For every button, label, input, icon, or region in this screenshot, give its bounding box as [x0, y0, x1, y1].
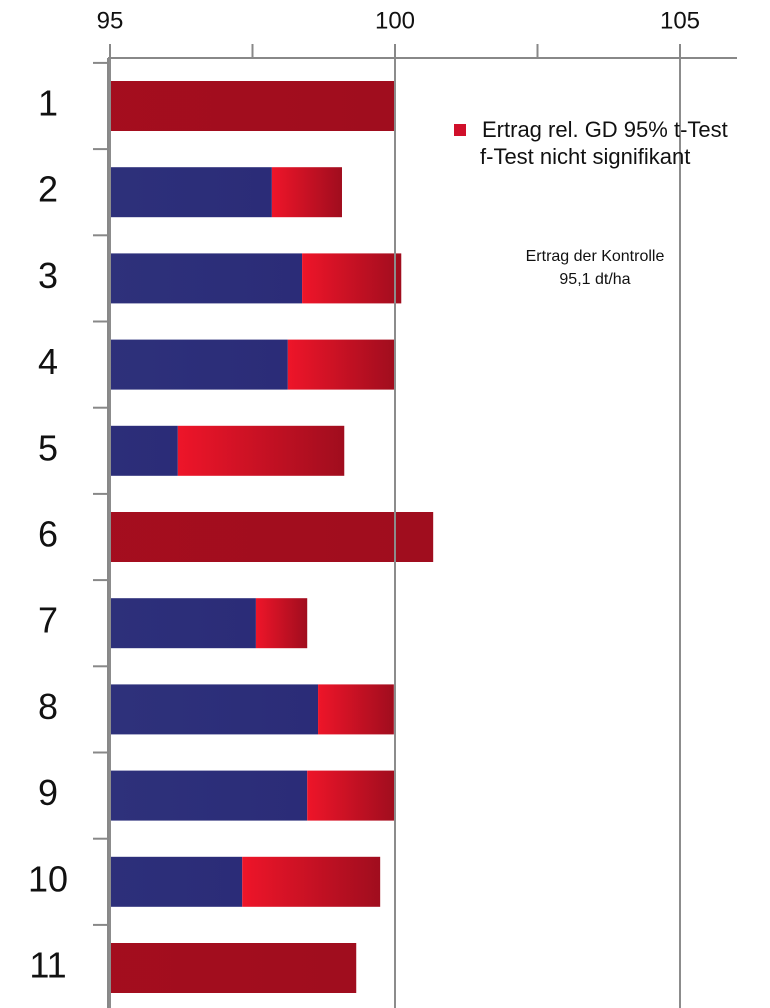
y-tick-label: 10: [28, 858, 68, 899]
bar-segment: [109, 81, 395, 131]
y-tick-label: 2: [38, 169, 58, 210]
annotation-line: Ertrag der Kontrolle: [525, 248, 665, 265]
bar-segment: [287, 339, 395, 390]
legend-label: Ertrag rel. GD 95% t-Test: [482, 117, 728, 142]
bar-segment: [109, 253, 303, 304]
bar-segment: [177, 425, 345, 476]
bar-segment: [255, 598, 308, 649]
bar-segment: [109, 943, 357, 993]
legend-swatch: [454, 124, 466, 136]
y-tick-label: 9: [38, 772, 58, 813]
bars: [109, 81, 434, 993]
bar-segment: [109, 684, 319, 735]
bar-segment: [109, 339, 288, 390]
y-tick-label: 4: [38, 341, 58, 382]
bar-segment: [109, 512, 434, 562]
legend-label: f-Test nicht signifikant: [480, 144, 691, 169]
legend-item: Ertrag rel. GD 95% t-Test: [450, 116, 770, 143]
bar-segment: [271, 167, 342, 218]
annotation: Ertrag der Kontrolle 95,1 dt/ha: [470, 245, 720, 291]
y-tick-label: 1: [38, 83, 58, 124]
legend-item: f-Test nicht signifikant: [450, 143, 770, 170]
bar-segment: [318, 684, 394, 735]
annotation-line: 95,1 dt/ha: [559, 271, 631, 288]
bar-segment: [109, 598, 256, 649]
y-tick-label: 8: [38, 686, 58, 727]
legend: Ertrag rel. GD 95% t-Test f-Test nicht si…: [450, 116, 770, 170]
bar-segment: [109, 167, 272, 218]
y-tick-label: 6: [38, 514, 58, 555]
x-tick-label: 105: [660, 7, 700, 34]
x-tick-label: 100: [375, 7, 415, 34]
y-tick-label: 7: [38, 600, 58, 641]
x-tick-label: 95: [97, 7, 124, 34]
bar-segment: [302, 253, 402, 304]
bar-segment: [109, 425, 178, 476]
y-tick-label: 11: [29, 945, 66, 986]
y-tick-label: 3: [38, 255, 58, 296]
bar-segment: [242, 856, 381, 907]
bar-segment: [109, 856, 243, 907]
y-tick-label: 5: [38, 427, 58, 468]
bar-segment: [109, 770, 308, 821]
bar-segment: [307, 770, 395, 821]
